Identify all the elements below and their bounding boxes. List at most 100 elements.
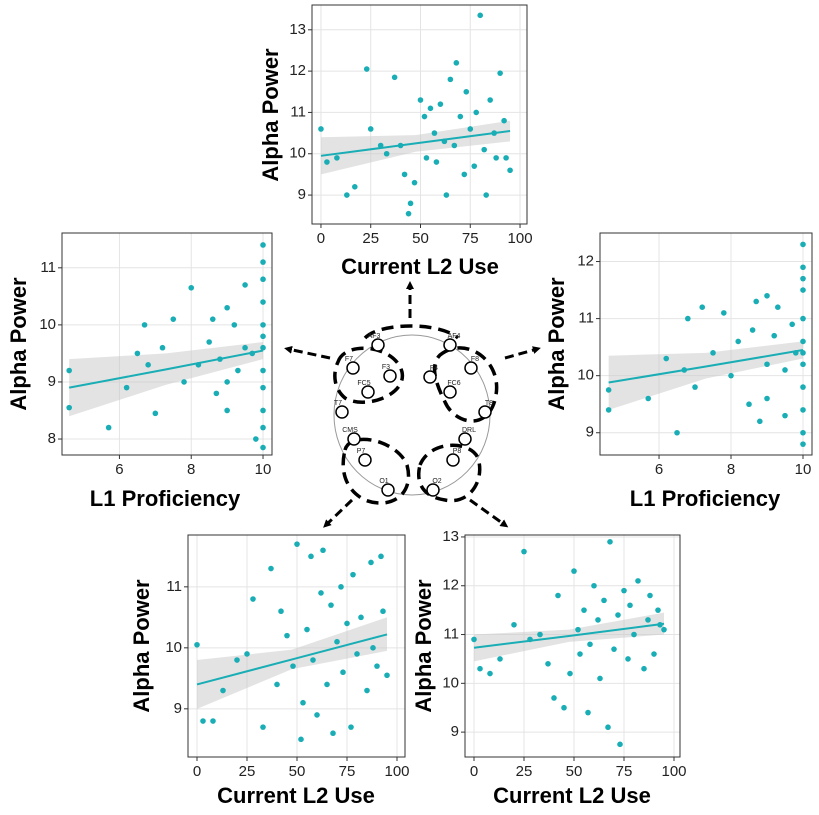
point bbox=[66, 367, 72, 374]
point bbox=[260, 724, 266, 730]
y-tick-label: 11 bbox=[578, 310, 594, 327]
y-tick-label: 9 bbox=[48, 373, 56, 390]
arrow-right bbox=[504, 346, 541, 360]
x-tick-label: 75 bbox=[339, 763, 356, 780]
point bbox=[250, 596, 256, 602]
point bbox=[310, 657, 316, 663]
point bbox=[421, 113, 428, 120]
x-axis-title: L1 Proficiency bbox=[90, 486, 241, 511]
point bbox=[625, 656, 631, 662]
x-tick-label: 10 bbox=[255, 461, 272, 478]
fit-line bbox=[320, 130, 511, 157]
electrode-label: FC5 bbox=[357, 380, 370, 387]
point bbox=[344, 620, 350, 627]
point bbox=[328, 602, 334, 608]
point bbox=[771, 332, 778, 339]
point bbox=[800, 350, 806, 356]
point bbox=[631, 631, 637, 638]
electrode bbox=[443, 338, 457, 352]
y-axis-title: Alpha Power bbox=[411, 579, 436, 713]
point bbox=[235, 367, 241, 374]
point bbox=[685, 315, 691, 322]
point bbox=[380, 608, 386, 615]
point bbox=[260, 344, 266, 351]
point bbox=[497, 70, 503, 76]
point bbox=[284, 632, 290, 639]
point bbox=[597, 675, 603, 682]
point bbox=[800, 441, 806, 447]
x-tick-label: 100 bbox=[661, 763, 686, 780]
electrode bbox=[458, 432, 472, 446]
point bbox=[152, 410, 159, 417]
point bbox=[661, 626, 667, 633]
point bbox=[800, 241, 806, 248]
point bbox=[354, 651, 360, 657]
x-tick-label: 25 bbox=[239, 763, 256, 780]
point bbox=[170, 316, 177, 322]
region-outlines bbox=[333, 324, 499, 505]
point bbox=[417, 97, 424, 103]
point bbox=[453, 60, 460, 66]
confidence-band bbox=[320, 120, 511, 175]
point bbox=[487, 97, 493, 103]
point bbox=[651, 651, 657, 657]
electrode bbox=[446, 453, 460, 467]
y-tick-label: 10 bbox=[289, 145, 306, 162]
point bbox=[567, 670, 573, 677]
point bbox=[521, 548, 527, 555]
point bbox=[210, 718, 216, 724]
y-axis-title: Alpha Power bbox=[544, 277, 569, 411]
point bbox=[789, 321, 796, 328]
point bbox=[471, 163, 478, 169]
point bbox=[617, 741, 623, 748]
electrode-label: T8 bbox=[485, 400, 493, 407]
confidence-band bbox=[197, 617, 387, 709]
point bbox=[304, 626, 310, 633]
point bbox=[471, 636, 477, 643]
point bbox=[423, 155, 430, 161]
point bbox=[260, 444, 266, 451]
point bbox=[473, 109, 480, 116]
electrode-label: F4 bbox=[430, 365, 438, 372]
point bbox=[555, 592, 561, 599]
point bbox=[242, 282, 248, 288]
panel: 9 10 11 12 6 8 10 Alpha Power L1 Proficiency bbox=[544, 232, 813, 511]
electrode bbox=[358, 453, 372, 467]
point bbox=[260, 242, 266, 248]
point bbox=[224, 407, 230, 414]
point bbox=[800, 407, 806, 413]
electrode bbox=[443, 385, 457, 399]
point bbox=[782, 412, 788, 419]
point bbox=[621, 587, 627, 594]
x-axis-title: Current L2 Use bbox=[493, 783, 651, 808]
point bbox=[391, 74, 398, 81]
electrode-diagram: AF3 AF4 F7 F8 F3 F4 FC5 FC6 T7 T8 CMS DRL P7 P8 O1 O2 bbox=[284, 281, 541, 528]
electrode bbox=[335, 405, 349, 419]
y-tick-label: 10 bbox=[165, 639, 182, 656]
point bbox=[320, 547, 326, 554]
point bbox=[728, 372, 734, 379]
point bbox=[577, 651, 583, 657]
point bbox=[800, 338, 806, 345]
electrode-label: AF3 bbox=[368, 333, 381, 340]
point bbox=[334, 155, 340, 161]
point bbox=[655, 607, 661, 613]
point bbox=[699, 304, 706, 310]
x-axis-title: Current L2 Use bbox=[341, 254, 499, 279]
point bbox=[344, 192, 350, 198]
point bbox=[123, 384, 130, 391]
point bbox=[467, 126, 474, 132]
point bbox=[206, 339, 212, 345]
point bbox=[368, 559, 374, 566]
y-tick-label: 10 bbox=[39, 316, 56, 333]
point bbox=[615, 612, 621, 618]
point bbox=[710, 350, 716, 356]
point bbox=[575, 626, 581, 633]
point bbox=[244, 651, 250, 657]
point bbox=[378, 553, 384, 560]
point bbox=[66, 404, 72, 411]
x-tick-label: 6 bbox=[115, 461, 123, 478]
point bbox=[447, 76, 454, 83]
head-outline bbox=[333, 334, 491, 496]
